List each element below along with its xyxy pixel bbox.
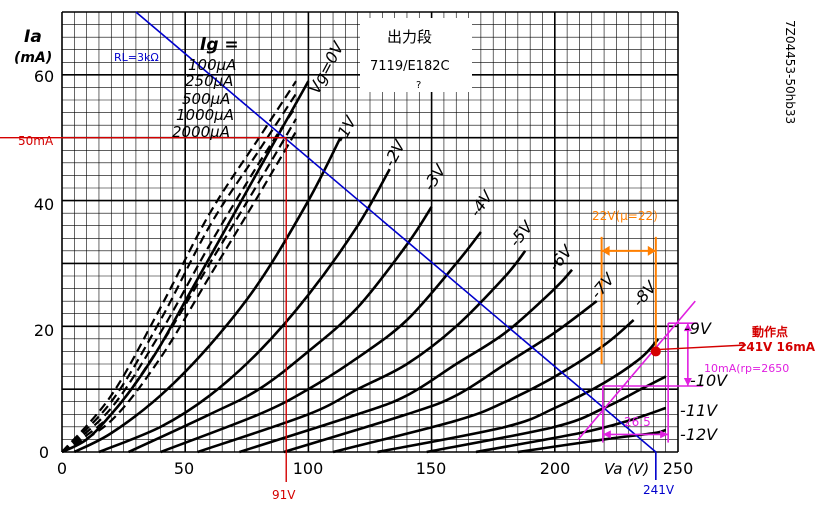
- chart-title: 出力段: [387, 28, 432, 46]
- operating-point-values: 241V 16mA: [738, 340, 815, 354]
- chart-subtitle-extra: ?: [416, 80, 421, 91]
- delta-v-arrow-left: [602, 430, 611, 439]
- x-tick-0: 0: [57, 459, 67, 478]
- load-line: [135, 11, 657, 453]
- mu-annotation-label: 22V(μ=22): [592, 209, 658, 223]
- plate-curve-8: [332, 319, 635, 454]
- y-axis: 0 20 40 60 Ia (mA): [14, 27, 54, 462]
- plate-curve-5: [197, 250, 527, 454]
- plate-curve-2: [98, 168, 391, 454]
- curve-label-4v: -4V: [466, 186, 498, 220]
- plate-curve-1: [73, 137, 342, 454]
- voltage-91v-label: 91V: [272, 488, 296, 502]
- grid-current-500: 500μA: [182, 90, 230, 108]
- y-tick-40: 40: [34, 195, 54, 214]
- rp-tangent-line: [577, 300, 696, 440]
- annotations: [0, 11, 747, 482]
- chart-subtitle: 7119/E182C: [370, 59, 450, 74]
- x-axis-label: Va (V): [604, 460, 649, 478]
- x-tick-200: 200: [540, 459, 571, 478]
- y-axis-label: Ia: [24, 27, 42, 47]
- plate-curve-0: [61, 80, 310, 454]
- plate-curve-11: [475, 406, 667, 454]
- y-tick-20: 20: [34, 321, 54, 340]
- x-tick-100: 100: [293, 459, 324, 478]
- delta-v-label: 26.5: [624, 415, 651, 429]
- grid-current-curve-4: [61, 130, 298, 453]
- y-tick-60: 60: [34, 67, 54, 86]
- rp-arrow-down: [683, 378, 692, 386]
- plate-curve-6: [239, 268, 574, 454]
- grid-current-heading: Ig =: [200, 35, 239, 55]
- current-50ma-label: 50mA: [18, 134, 54, 148]
- curve-label-6v: -6V: [545, 241, 578, 275]
- voltage-241v-label: 241V: [643, 483, 675, 497]
- grid-current-100: 100μA: [188, 56, 236, 74]
- curve-label-0v: Vg=0V: [305, 38, 348, 97]
- grid-current-curve-3: [61, 118, 298, 453]
- x-tick-50: 50: [174, 459, 194, 478]
- operating-point-title: 動作点: [752, 324, 788, 339]
- curve-label-5v: -5V: [505, 217, 537, 251]
- grid-current-curve-2: [61, 105, 298, 453]
- x-tick-250: 250: [663, 459, 694, 478]
- grid-current-250: 250μA: [185, 72, 233, 90]
- plate-curve-7: [283, 300, 598, 454]
- curve-label-10v: -10V: [690, 371, 728, 390]
- grid-current-legend: Ig = 100μA 250μA 500μA 1000μA 2000μA: [172, 35, 239, 141]
- title-box: 出力段 7119/E182C ?: [360, 18, 472, 92]
- grid-current-2000: 2000μA: [172, 123, 230, 141]
- x-axis: 0 50 100 150 200 250 Va (V): [57, 459, 693, 478]
- curve-label-2v: -2V: [380, 136, 410, 170]
- curve-label-7v: -7V: [587, 269, 620, 303]
- delta-v-arrow-right: [660, 430, 669, 439]
- y-axis-unit: (mA): [14, 50, 52, 66]
- mu-arrow-right: [647, 245, 656, 256]
- curve-label-12v: -12V: [680, 425, 718, 444]
- curve-label-9v: -9V: [684, 319, 712, 338]
- plate-curves: [61, 80, 667, 454]
- mu-arrow-left: [601, 245, 610, 256]
- plate-curve-12: [517, 428, 667, 454]
- grid-current-curve-1: [61, 93, 298, 453]
- operating-point-dot: [650, 346, 661, 357]
- plate-curve-4: [160, 231, 482, 454]
- load-line-label: RL=3kΩ: [114, 51, 159, 64]
- plate-curve-3: [127, 206, 433, 454]
- x-tick-150: 150: [416, 459, 447, 478]
- rp-annotation-label: 10mA(rp=2650: [704, 362, 789, 375]
- catalog-number: 7Z04453-50hb33: [783, 20, 797, 124]
- y-tick-0: 0: [39, 443, 49, 462]
- plate-curve-9: [377, 337, 660, 454]
- curve-label-1v: -1V: [331, 112, 361, 146]
- curve-label-3v: -3V: [419, 160, 450, 194]
- curve-label-11v: -11V: [680, 401, 718, 420]
- title-background: [360, 18, 472, 92]
- grid-current-1000: 1000μA: [176, 106, 234, 124]
- rp-arrow-up: [683, 323, 692, 332]
- operating-point-leader: [659, 344, 747, 351]
